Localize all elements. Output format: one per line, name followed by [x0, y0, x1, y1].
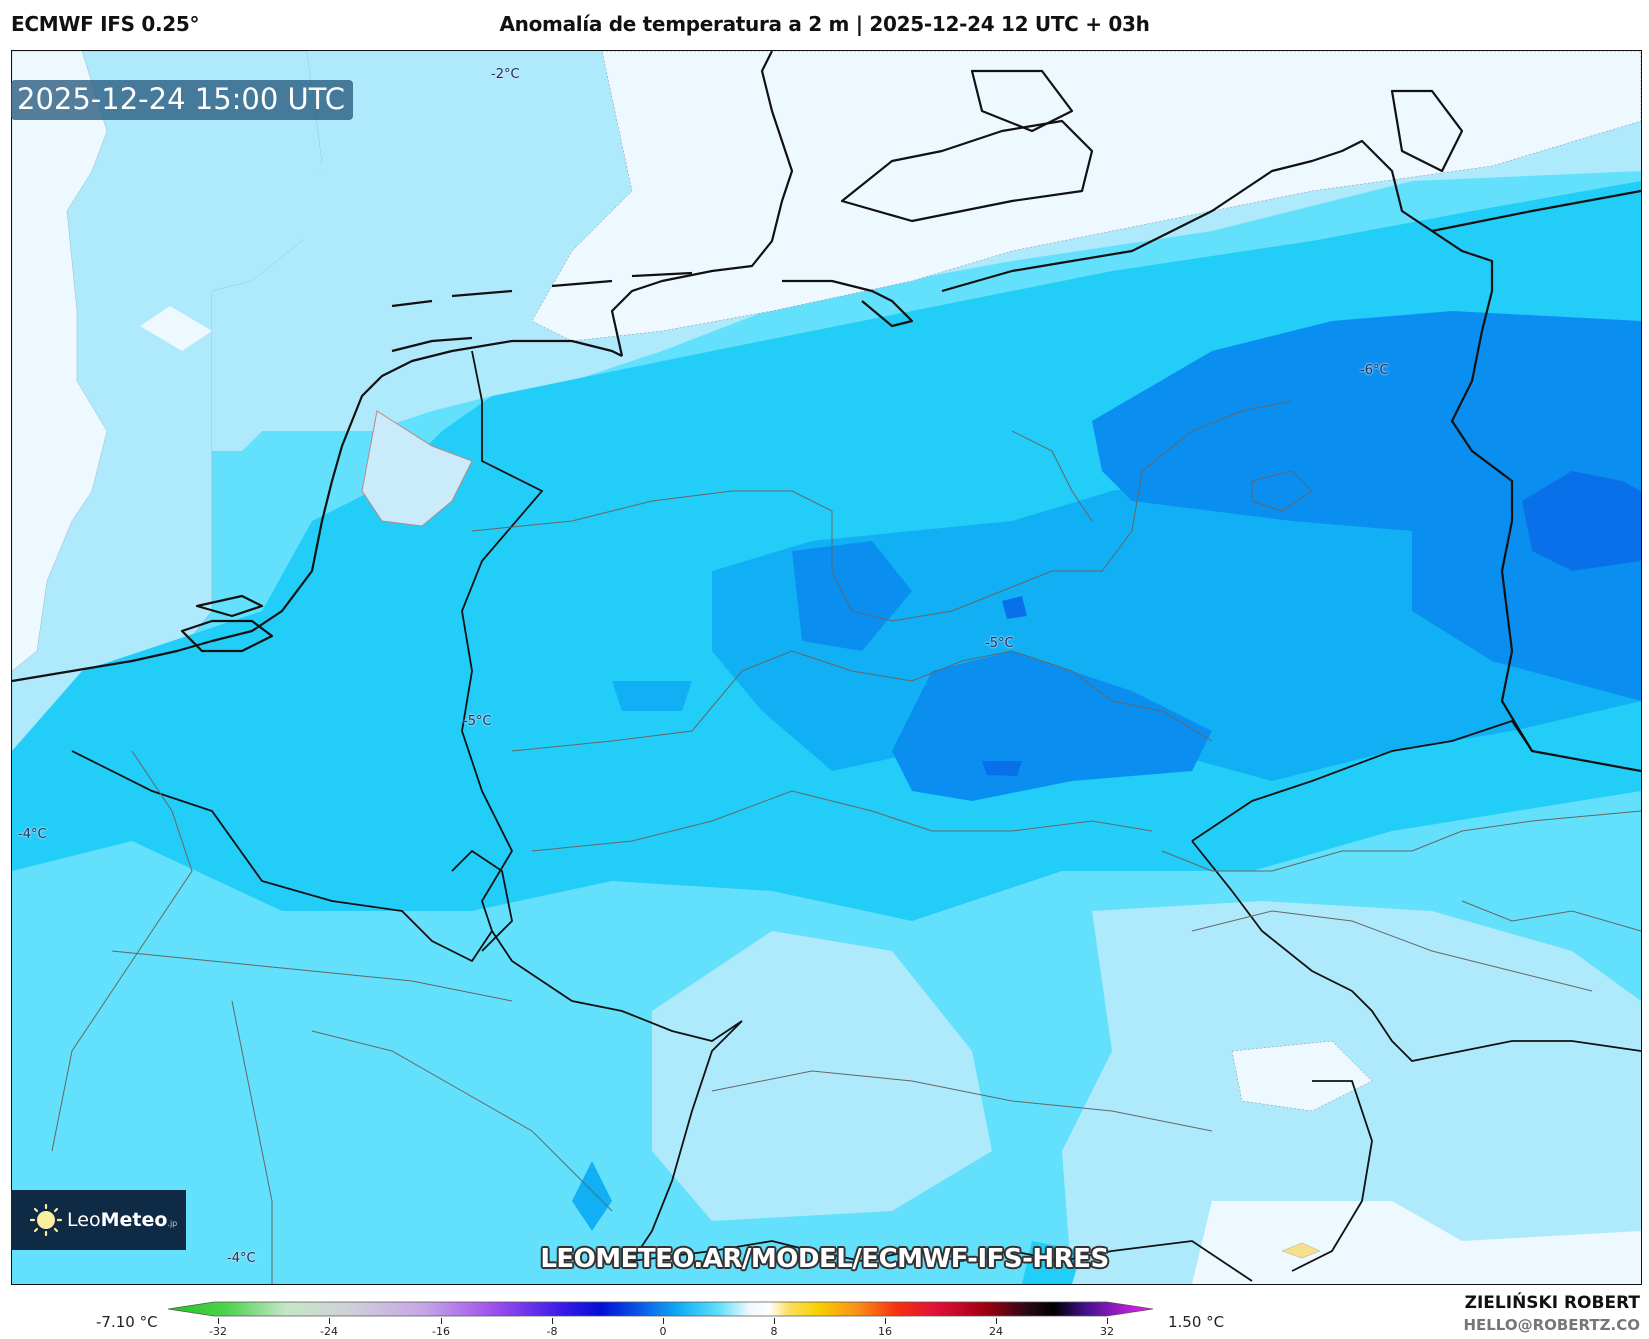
- sun-icon: [29, 1203, 63, 1237]
- field-max-label: 1.50 °C: [1168, 1313, 1225, 1331]
- colorbar-tick-label: 24: [989, 1325, 1003, 1338]
- colorbar-tick-label: -8: [546, 1325, 558, 1338]
- colorbar-tick: [552, 1318, 553, 1324]
- contour-label: -5°C: [985, 636, 1014, 651]
- colorbar-tick: [663, 1318, 664, 1324]
- field-min-label: -7.10 °C: [96, 1313, 158, 1331]
- contour-label: -4°C: [227, 1251, 256, 1266]
- temperature-anomaly-map: -2°C -6°C -5°C -5°C -4°C -4°C: [11, 50, 1642, 1285]
- contour-label: -4°C: [18, 827, 47, 842]
- source-url-watermark: LEOMETEO.AR/MODEL/ECMWF-IFS-HRES: [540, 1244, 1109, 1274]
- colorbar-tick-label: -16: [432, 1325, 450, 1338]
- author-email: HELLO@ROBERTZ.CO: [1463, 1316, 1640, 1334]
- colorbar-tick: [774, 1318, 775, 1324]
- colorbar: [167, 1301, 1154, 1317]
- valid-time-badge: 2025-12-24 15:00 UTC: [11, 80, 354, 120]
- author-name: ZIELIŃSKI ROBERT: [1464, 1293, 1640, 1313]
- colorbar-tick: [329, 1318, 330, 1324]
- colorbar-tick-label: 32: [1100, 1325, 1114, 1338]
- colorbar-tick: [441, 1318, 442, 1324]
- leometeo-logo: LeoMeteo.jp: [11, 1190, 186, 1250]
- colorbar-tick: [885, 1318, 886, 1324]
- colorbar-tick-label: -24: [320, 1325, 338, 1338]
- colorbar-tick-label: 0: [659, 1325, 667, 1338]
- contour-label: -5°C: [463, 714, 492, 729]
- colorbar-tick-label: 16: [878, 1325, 892, 1338]
- contour-label: -2°C: [491, 67, 520, 82]
- chart-title: Anomalía de temperatura a 2 m | 2025-12-…: [499, 12, 1150, 36]
- map-fields: [12, 51, 1641, 1284]
- colorbar-tick: [996, 1318, 997, 1324]
- model-title: ECMWF IFS 0.25°: [11, 12, 200, 36]
- colorbar-tick-label: -32: [209, 1325, 227, 1338]
- logo-wordmark: LeoMeteo.jp: [67, 1209, 178, 1231]
- colorbar-tick: [218, 1318, 219, 1324]
- contour-label: -6°C: [1360, 363, 1389, 378]
- colorbar-tick-label: 8: [770, 1325, 778, 1338]
- colorbar-tick: [1107, 1318, 1108, 1324]
